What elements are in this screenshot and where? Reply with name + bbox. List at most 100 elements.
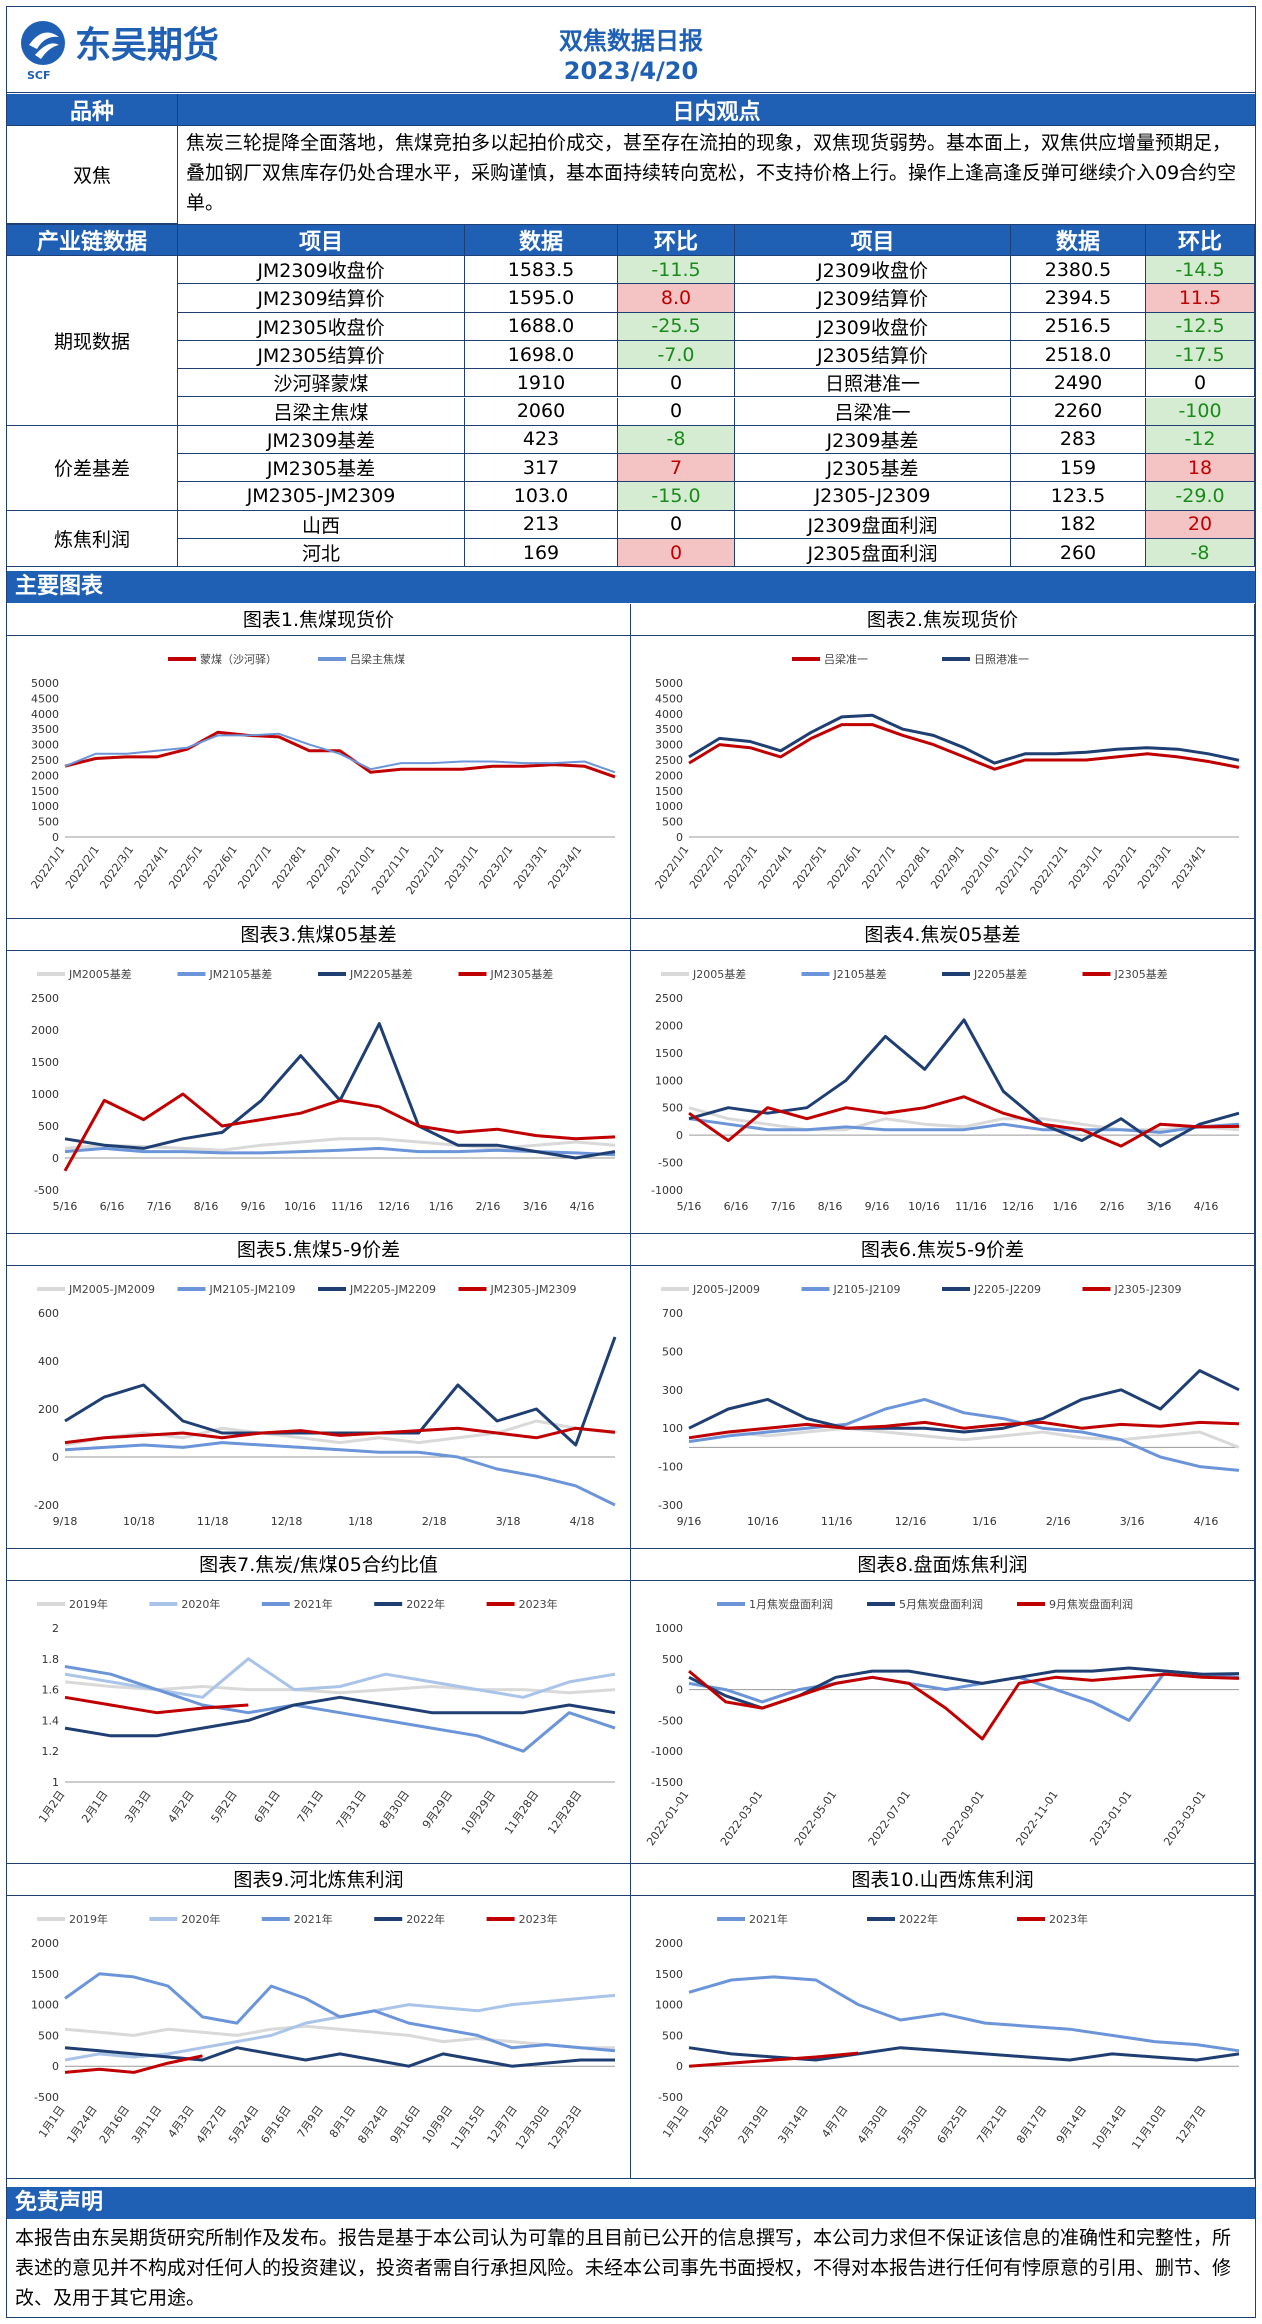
series-line-0 bbox=[688, 1106, 1240, 1132]
table-cell-a: 河北 bbox=[178, 539, 465, 568]
legend-label: JM2305-JM2309 bbox=[490, 1283, 577, 1296]
x-tick-label: 10月14日 bbox=[1090, 2103, 1129, 2151]
table-cell-ac: 8.0 bbox=[618, 284, 735, 313]
chart-svg: 蒙煤（沙河驿） 吕梁主焦煤 0 500 1000 1500 2000 2500 3000 3500… bbox=[28, 652, 616, 897]
x-tick-label: 4月27日 bbox=[194, 2103, 229, 2146]
x-tick-label: 1月24日 bbox=[64, 2103, 99, 2146]
y-tick-label: 1500 bbox=[655, 1047, 683, 1060]
legend-label: 2020年 bbox=[181, 1597, 220, 1611]
report-page: SCF 东吴期货 双焦数据日报 2023/4/20 品种 日内观点 双焦 焦炭三… bbox=[6, 6, 1256, 2318]
chart-7: 图表7.焦炭/焦煤05合约比值 2019年 2020年 2021年 2022年 2023年… bbox=[7, 1549, 631, 1864]
x-tick-label: 8月30日 bbox=[377, 1788, 412, 1831]
x-tick-label: 7月31日 bbox=[334, 1788, 369, 1831]
x-tick-label: 12/16 bbox=[895, 1515, 927, 1528]
legend-label: J2105-J2109 bbox=[833, 1283, 901, 1296]
y-tick-label: -500 bbox=[658, 2091, 683, 2104]
series-line-0 bbox=[64, 2024, 615, 2050]
table-cell-av: 169 bbox=[465, 539, 618, 568]
x-tick-label: 4月3日 bbox=[165, 2103, 196, 2140]
table-header-1: 项目 bbox=[178, 225, 465, 256]
x-tick-label: 12月7日 bbox=[485, 2103, 520, 2146]
y-tick-label: -500 bbox=[34, 1184, 59, 1197]
legend-label: J2205基差 bbox=[973, 967, 1027, 981]
x-tick-label: 11/16 bbox=[331, 1200, 363, 1213]
x-tick-label: 3月11日 bbox=[129, 2103, 164, 2146]
x-tick-label: 6/16 bbox=[100, 1200, 125, 1213]
x-tick-label: 1月2日 bbox=[36, 1788, 67, 1825]
y-tick-label: 5000 bbox=[655, 677, 683, 690]
chart-5: 图表5.焦煤5-9价差 JM2005-JM2009 JM2105-JM2109 JM2… bbox=[7, 1234, 631, 1549]
y-tick-label: 100 bbox=[662, 1422, 683, 1435]
series-line-3 bbox=[63, 1092, 616, 1172]
table-cell-bv: 2490 bbox=[1011, 369, 1146, 398]
series-line-0 bbox=[64, 730, 616, 779]
y-tick-label: 500 bbox=[662, 2029, 683, 2042]
series-line-3 bbox=[64, 2046, 615, 2068]
x-tick-label: 1/18 bbox=[348, 1515, 373, 1528]
intraday-view-text: 焦炭三轮提降全面落地，焦煤竞拍多以起拍价成交，甚至存在流拍的现象，双焦现货弱势。… bbox=[186, 132, 1237, 214]
x-tick-label: 8月24日 bbox=[355, 2103, 390, 2146]
series-line-0 bbox=[688, 1426, 1240, 1449]
y-tick-label: -200 bbox=[34, 1499, 59, 1512]
legend-label: 1月焦炭盘面利润 bbox=[749, 1597, 833, 1611]
series-line-1 bbox=[688, 713, 1240, 765]
chart-1: 图表1.焦煤现货价 蒙煤（沙河驿） 吕梁主焦煤 0 500 1000 1500 2000 250… bbox=[7, 604, 631, 919]
legend-label: 2022年 bbox=[406, 1597, 445, 1611]
table-header-6: 环比 bbox=[1146, 225, 1255, 256]
y-tick-label: -500 bbox=[658, 1157, 683, 1170]
chart-svg: J2005基差 J2105基差 J2205基差 J2305基差 -1000 -500 0 50… bbox=[651, 967, 1240, 1213]
x-tick-label: 3/16 bbox=[523, 1200, 548, 1213]
y-tick-label: 500 bbox=[38, 816, 59, 829]
legend-label: 2021年 bbox=[294, 1912, 333, 1926]
table-header-3: 环比 bbox=[618, 225, 735, 256]
y-tick-label: -1500 bbox=[651, 1776, 683, 1789]
y-tick-label: 3000 bbox=[31, 739, 59, 752]
y-tick-label: 2000 bbox=[31, 1024, 59, 1037]
table-cell-ac: -25.5 bbox=[618, 312, 735, 341]
x-tick-label: 9月14日 bbox=[1054, 2103, 1089, 2146]
legend-label: JM2205-JM2209 bbox=[349, 1283, 436, 1296]
y-tick-label: -500 bbox=[34, 2091, 59, 2104]
x-tick-label: 11月10日 bbox=[1129, 2103, 1168, 2151]
x-tick-label: 2022-09-01 bbox=[940, 1788, 987, 1848]
table-cell-bc: -29.0 bbox=[1146, 482, 1255, 511]
x-tick-label: 1月26日 bbox=[696, 2103, 731, 2146]
y-tick-label: 500 bbox=[662, 1102, 683, 1115]
table-cell-ac: 0 bbox=[618, 539, 735, 568]
table-cell-b: 日照港准一 bbox=[735, 369, 1011, 398]
x-tick-label: 10/16 bbox=[747, 1515, 779, 1528]
table-cell-a: JM2309收盘价 bbox=[178, 256, 465, 285]
y-tick-label: -1000 bbox=[651, 1745, 683, 1758]
disclaimer-title: 免责声明 bbox=[7, 2187, 1255, 2219]
y-tick-label: -500 bbox=[658, 1714, 683, 1727]
y-tick-label: 500 bbox=[662, 1653, 683, 1666]
x-tick-label: 2022-01-01 bbox=[644, 1788, 691, 1848]
y-tick-label: 2500 bbox=[655, 992, 683, 1005]
x-tick-label: 2022-05-01 bbox=[792, 1788, 839, 1848]
series-line-3 bbox=[64, 1426, 616, 1445]
legend-label: 吕梁主焦煤 bbox=[350, 652, 405, 666]
chart-3: 图表3.焦煤05基差 JM2005基差 JM2105基差 JM2205基差 JM2305… bbox=[7, 919, 631, 1234]
y-tick-label: 1500 bbox=[655, 1968, 683, 1981]
table-cell-bc: 0 bbox=[1146, 369, 1255, 398]
series-line-2 bbox=[688, 1669, 1240, 1741]
series-line-3 bbox=[64, 1695, 616, 1738]
chart-2: 图表2.焦炭现货价 吕梁准一 日照港准一 0 500 1000 1500 2000 2500 30… bbox=[631, 604, 1255, 919]
y-tick-label: 0 bbox=[52, 1152, 59, 1165]
table-cell-bv: 260 bbox=[1011, 539, 1146, 568]
x-tick-label: 3月3日 bbox=[122, 1788, 153, 1825]
x-tick-label: 7月1日 bbox=[295, 1788, 326, 1825]
logo-text: 东吴期货 bbox=[75, 25, 219, 66]
x-tick-label: 12/18 bbox=[271, 1515, 303, 1528]
series-line-2 bbox=[64, 1336, 617, 1447]
series-line-2 bbox=[688, 1369, 1240, 1434]
table-cell-av: 423 bbox=[465, 425, 618, 455]
y-tick-label: 2500 bbox=[31, 992, 59, 1005]
chart-title: 图表4.焦炭05基差 bbox=[631, 919, 1254, 951]
series-line-1 bbox=[64, 1146, 616, 1157]
table-cell-b: J2309盘面利润 bbox=[735, 510, 1011, 539]
y-tick-label: 1000 bbox=[31, 800, 59, 813]
x-tick-label: 10月9日 bbox=[420, 2103, 455, 2146]
x-tick-label: 4/18 bbox=[570, 1515, 595, 1528]
legend-label: 日照港准一 bbox=[974, 653, 1029, 666]
